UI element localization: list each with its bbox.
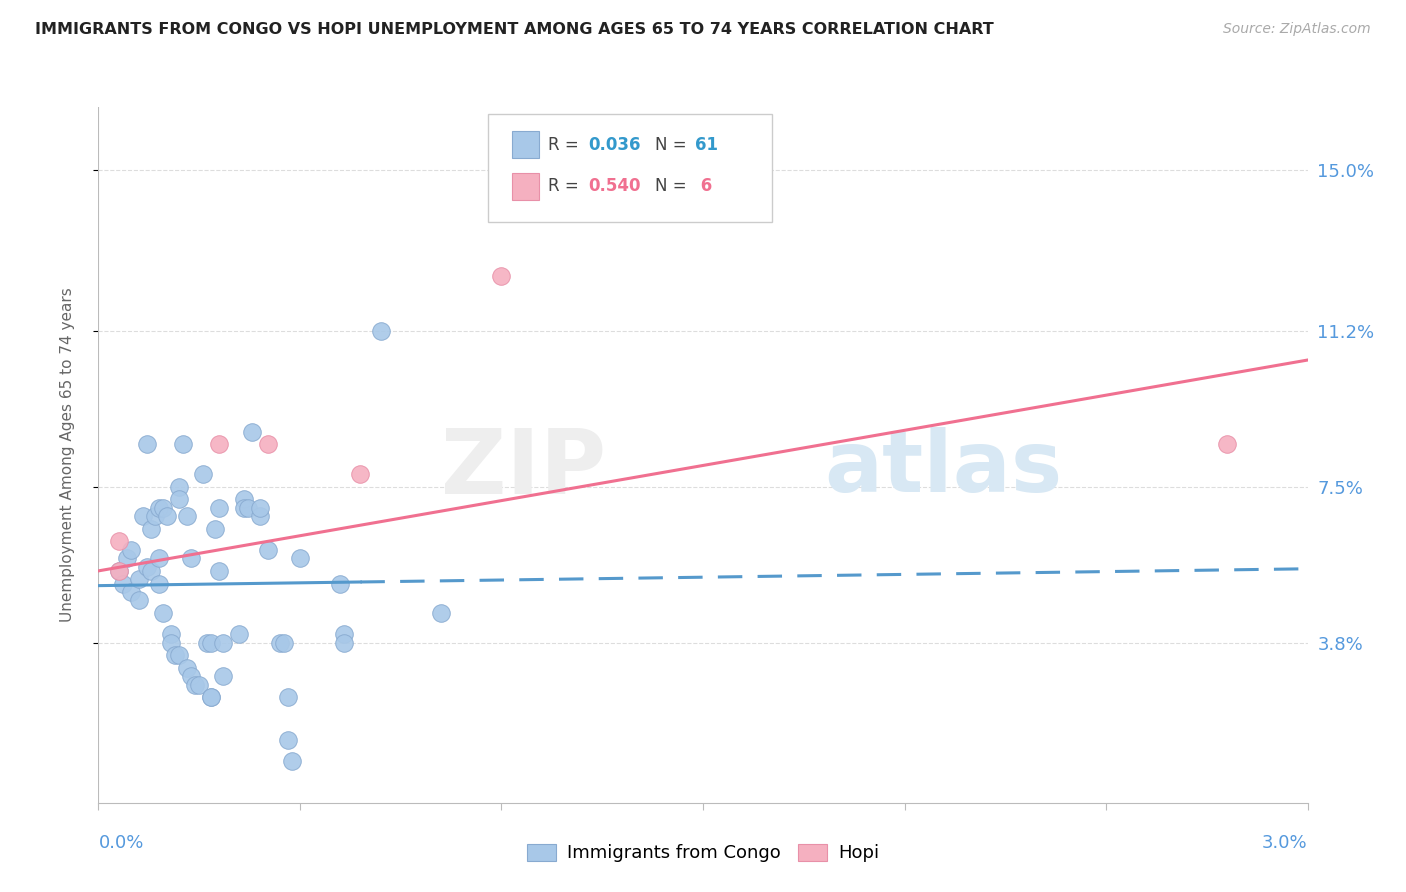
Point bbox=[107, 564, 129, 578]
Point bbox=[115, 551, 138, 566]
Text: IMMIGRANTS FROM CONGO VS HOPI UNEMPLOYMENT AMONG AGES 65 TO 74 YEARS CORRELATION: IMMIGRANTS FROM CONGO VS HOPI UNEMPLOYME… bbox=[35, 22, 994, 37]
Point bbox=[195, 635, 218, 649]
Point bbox=[167, 479, 190, 493]
Point bbox=[249, 500, 271, 515]
Point bbox=[200, 690, 222, 705]
Point bbox=[128, 593, 150, 607]
Point bbox=[160, 627, 183, 641]
Point bbox=[167, 492, 190, 507]
Point bbox=[107, 564, 129, 578]
Point bbox=[273, 635, 295, 649]
Point bbox=[148, 500, 170, 515]
Y-axis label: Unemployment Among Ages 65 to 74 years: Unemployment Among Ages 65 to 74 years bbox=[60, 287, 75, 623]
Point bbox=[156, 509, 179, 524]
Point bbox=[172, 437, 194, 451]
Point bbox=[249, 509, 271, 524]
Point bbox=[180, 551, 202, 566]
Bar bbox=[512, 131, 538, 158]
Text: N =: N = bbox=[655, 178, 692, 195]
Point bbox=[167, 648, 190, 663]
Point bbox=[333, 635, 356, 649]
Point bbox=[163, 648, 186, 663]
Text: Source: ZipAtlas.com: Source: ZipAtlas.com bbox=[1223, 22, 1371, 37]
Point bbox=[430, 606, 453, 620]
Point bbox=[128, 572, 150, 586]
Text: ZIP: ZIP bbox=[441, 425, 606, 513]
Point bbox=[200, 635, 222, 649]
Point bbox=[139, 564, 162, 578]
Legend: Immigrants from Congo, Hopi: Immigrants from Congo, Hopi bbox=[520, 837, 886, 870]
Point bbox=[135, 559, 157, 574]
Point bbox=[236, 500, 259, 515]
Point bbox=[232, 492, 254, 507]
Point bbox=[152, 606, 174, 620]
Point bbox=[120, 585, 142, 599]
Point bbox=[111, 576, 134, 591]
Text: 6: 6 bbox=[695, 178, 711, 195]
Point bbox=[1216, 437, 1239, 451]
Point bbox=[152, 500, 174, 515]
Point bbox=[256, 437, 278, 451]
Point bbox=[160, 635, 183, 649]
Point bbox=[256, 542, 278, 557]
Point bbox=[228, 627, 250, 641]
FancyBboxPatch shape bbox=[488, 114, 772, 222]
Point bbox=[193, 467, 215, 481]
Text: R =: R = bbox=[548, 178, 585, 195]
Point bbox=[349, 467, 371, 481]
Point bbox=[148, 576, 170, 591]
Point bbox=[277, 732, 299, 747]
Text: R =: R = bbox=[548, 136, 585, 153]
Point bbox=[176, 661, 198, 675]
Point bbox=[120, 542, 142, 557]
Point bbox=[269, 635, 291, 649]
Point bbox=[240, 425, 263, 439]
Text: 0.036: 0.036 bbox=[588, 136, 641, 153]
Point bbox=[200, 690, 222, 705]
Point bbox=[132, 509, 155, 524]
Point bbox=[281, 754, 304, 768]
Point bbox=[370, 324, 392, 338]
Point bbox=[491, 268, 513, 283]
Text: 61: 61 bbox=[695, 136, 717, 153]
Point bbox=[212, 669, 235, 683]
Point bbox=[329, 576, 352, 591]
Bar bbox=[512, 173, 538, 200]
Point bbox=[232, 500, 254, 515]
Text: N =: N = bbox=[655, 136, 692, 153]
Text: atlas: atlas bbox=[824, 427, 1062, 510]
Point bbox=[139, 522, 162, 536]
Point bbox=[208, 564, 231, 578]
Point bbox=[288, 551, 311, 566]
Point bbox=[333, 627, 356, 641]
Point bbox=[204, 522, 226, 536]
Point bbox=[176, 509, 198, 524]
Point bbox=[107, 534, 129, 549]
Text: 3.0%: 3.0% bbox=[1263, 834, 1308, 852]
Point bbox=[208, 500, 231, 515]
Point bbox=[277, 690, 299, 705]
Point bbox=[188, 678, 211, 692]
Point bbox=[135, 437, 157, 451]
Point bbox=[208, 437, 231, 451]
Point bbox=[212, 635, 235, 649]
Point bbox=[148, 551, 170, 566]
Text: 0.540: 0.540 bbox=[588, 178, 641, 195]
Point bbox=[184, 678, 207, 692]
Point bbox=[180, 669, 202, 683]
Point bbox=[143, 509, 166, 524]
Text: 0.0%: 0.0% bbox=[98, 834, 143, 852]
